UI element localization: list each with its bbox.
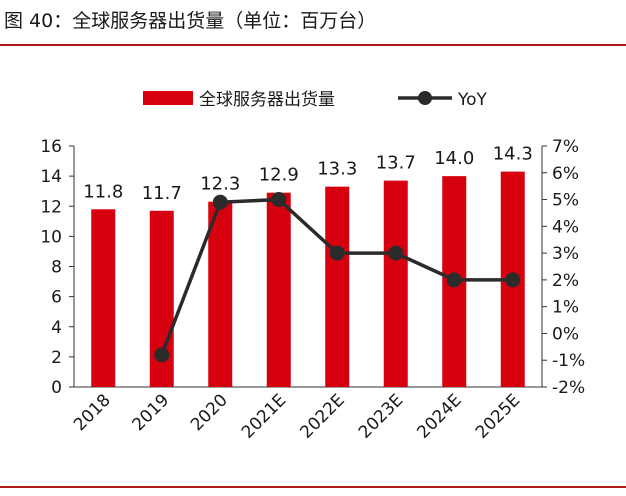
left-tick-label: 6	[51, 288, 62, 308]
left-tick-label: 14	[40, 167, 62, 187]
right-tick-label: 5%	[552, 191, 579, 211]
yoy-point	[446, 272, 462, 288]
bar-value-label: 12.9	[259, 165, 299, 186]
left-tick-label: 10	[40, 227, 62, 247]
bar-value-label: 12.3	[200, 174, 240, 195]
bar-value-label: 11.8	[83, 181, 123, 202]
right-tick-label: 1%	[552, 298, 579, 318]
x-tick-label: 2020	[187, 390, 232, 435]
bottom-divider	[0, 486, 626, 488]
bar-value-label: 13.7	[376, 153, 416, 174]
right-axis-ticks: -2% -1% 0% 1% 2% 3% 4% 5% 6% 7%	[542, 137, 585, 398]
bar-series	[91, 171, 525, 387]
yoy-point	[329, 245, 345, 261]
chart-title: 图 40：全球服务器出货量（单位：百万台）	[4, 10, 377, 32]
right-tick-label: 7%	[552, 137, 579, 157]
right-tick-label: 6%	[552, 164, 579, 184]
left-tick-label: 8	[51, 258, 62, 278]
bar	[383, 180, 408, 387]
bar	[325, 186, 350, 387]
bar-data-labels: 11.8 11.7 12.3 12.9 13.3 13.7 14.0 14.3	[83, 144, 533, 204]
bar-value-label: 14.3	[493, 144, 533, 165]
x-tick-label: 2018	[70, 390, 115, 435]
right-tick-label: -1%	[552, 351, 585, 371]
yoy-point	[212, 194, 228, 210]
legend-line-label: YoY	[457, 90, 488, 110]
x-axis-labels: 2018 2019 2020 2021E 2022E 2023E 2024E 2025E	[70, 390, 524, 442]
legend-bar-swatch	[143, 91, 193, 105]
bar-value-label: 13.3	[317, 159, 357, 180]
title-divider	[0, 44, 626, 46]
bar	[208, 201, 233, 387]
bar-value-label: 11.7	[142, 183, 182, 204]
left-tick-label: 12	[40, 197, 62, 217]
legend-bar-label: 全球服务器出货量	[199, 90, 335, 110]
right-tick-label: 0%	[552, 324, 579, 344]
x-tick-label: 2022E	[296, 390, 348, 442]
left-axis-ticks: 0 2 4 6 8 10 12 14 16	[40, 137, 74, 398]
yoy-point	[505, 272, 521, 288]
bar-value-label: 14.0	[434, 148, 474, 169]
right-tick-label: -2%	[552, 378, 585, 398]
yoy-point	[271, 192, 287, 208]
left-tick-label: 2	[51, 348, 62, 368]
bar	[266, 192, 291, 387]
legend: 全球服务器出货量 YoY	[143, 90, 488, 110]
right-tick-label: 3%	[552, 244, 579, 264]
right-tick-label: 4%	[552, 217, 579, 237]
x-tick-label: 2025E	[472, 390, 524, 442]
left-tick-label: 0	[51, 378, 62, 398]
yoy-series	[154, 192, 521, 363]
x-tick-label: 2024E	[413, 390, 465, 442]
yoy-point	[154, 347, 170, 363]
x-tick-label: 2021E	[238, 390, 290, 442]
legend-line-marker	[418, 91, 432, 105]
bar	[91, 209, 116, 387]
left-tick-label: 4	[51, 318, 62, 338]
right-tick-label: 2%	[552, 271, 579, 291]
x-tick-label: 2019	[129, 390, 174, 435]
x-tick-label: 2023E	[355, 390, 407, 442]
yoy-point	[388, 245, 404, 261]
left-tick-label: 16	[40, 137, 62, 157]
